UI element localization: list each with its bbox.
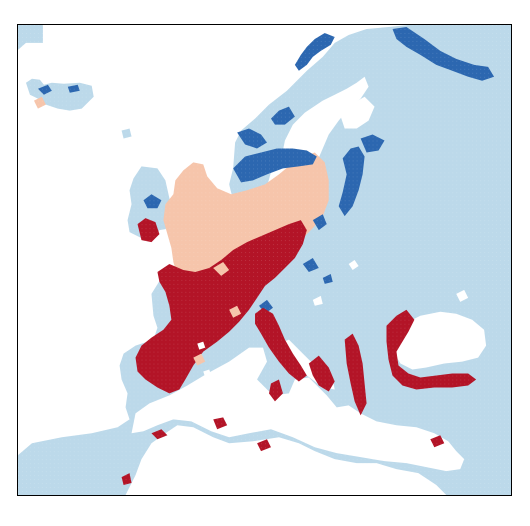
- map-frame: [17, 24, 512, 496]
- europe-map: [18, 25, 511, 495]
- pixel-texture: [18, 25, 511, 495]
